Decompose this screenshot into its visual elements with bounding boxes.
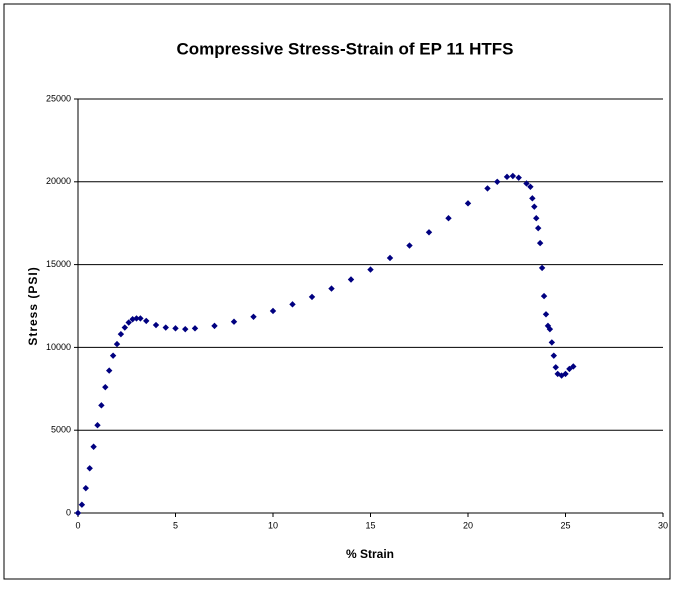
data-point: [90, 443, 97, 450]
data-point: [117, 330, 125, 338]
data-point: [386, 254, 394, 262]
data-point: [367, 266, 374, 273]
data-point: [542, 311, 550, 318]
data-point: [562, 370, 569, 378]
data-point: [182, 325, 189, 333]
data-point: [445, 215, 452, 222]
data-point: [546, 325, 554, 333]
data-point: [143, 317, 150, 325]
y-tick-label: 20000: [46, 176, 71, 186]
data-point: [94, 422, 101, 429]
data-point: [548, 339, 556, 346]
chart-frame: [3, 3, 671, 580]
data-point: [509, 172, 517, 180]
data-point: [113, 340, 121, 348]
data-point: [172, 325, 179, 332]
data-point: [82, 484, 89, 492]
data-point: [533, 215, 540, 222]
data-point: [554, 370, 561, 378]
data-point: [494, 178, 501, 185]
data-point: [191, 325, 199, 332]
data-point: [74, 509, 82, 517]
x-tick-label: 10: [268, 520, 278, 530]
data-point: [531, 203, 538, 210]
data-point: [570, 363, 577, 370]
y-tick-label: 5000: [51, 425, 71, 435]
data-point: [106, 367, 113, 374]
y-tick-label: 25000: [46, 93, 71, 103]
data-point: [137, 315, 144, 322]
data-point: [250, 313, 257, 320]
data-point: [328, 285, 335, 292]
data-point: [152, 321, 160, 329]
data-point: [347, 276, 355, 283]
x-tick-label: 15: [365, 520, 375, 530]
x-tick-label: 0: [75, 520, 80, 530]
data-point: [515, 174, 522, 181]
x-axis-label: % Strain: [346, 547, 394, 561]
data-point: [406, 242, 413, 249]
data-point: [211, 322, 218, 330]
data-point: [540, 292, 548, 300]
data-point: [269, 307, 277, 315]
data-point: [78, 501, 86, 508]
data-point: [162, 324, 169, 331]
data-point: [86, 465, 93, 472]
y-axis-label: Stress (PSI): [26, 266, 40, 345]
x-tick-label: 25: [560, 520, 570, 530]
data-point: [125, 319, 132, 326]
data-point: [523, 180, 530, 187]
data-point: [484, 185, 491, 192]
y-tick-label: 10000: [46, 342, 71, 352]
data-point: [538, 264, 546, 272]
data-point: [425, 229, 433, 236]
y-tick-label: 15000: [46, 259, 71, 269]
data-point: [536, 239, 544, 247]
data-point: [558, 372, 565, 379]
y-tick-label: 0: [66, 507, 71, 517]
chart-title: Compressive Stress-Strain of EP 11 HTFS: [177, 39, 514, 58]
data-point: [550, 352, 557, 359]
data-point: [289, 301, 296, 308]
data-point: [230, 318, 238, 325]
data-point: [464, 200, 472, 207]
data-point: [535, 224, 542, 232]
data-point: [503, 173, 511, 181]
data-point: [109, 352, 117, 359]
data-point: [98, 402, 105, 409]
x-tick-label: 5: [173, 520, 178, 530]
data-point: [529, 195, 536, 202]
x-tick-label: 30: [658, 520, 668, 530]
x-tick-label: 20: [463, 520, 473, 530]
data-point: [527, 183, 534, 190]
data-point: [133, 315, 140, 322]
data-point: [102, 383, 109, 391]
data-point: [552, 364, 559, 371]
data-point: [121, 324, 128, 331]
data-point: [308, 293, 316, 301]
data-point: [544, 322, 552, 330]
